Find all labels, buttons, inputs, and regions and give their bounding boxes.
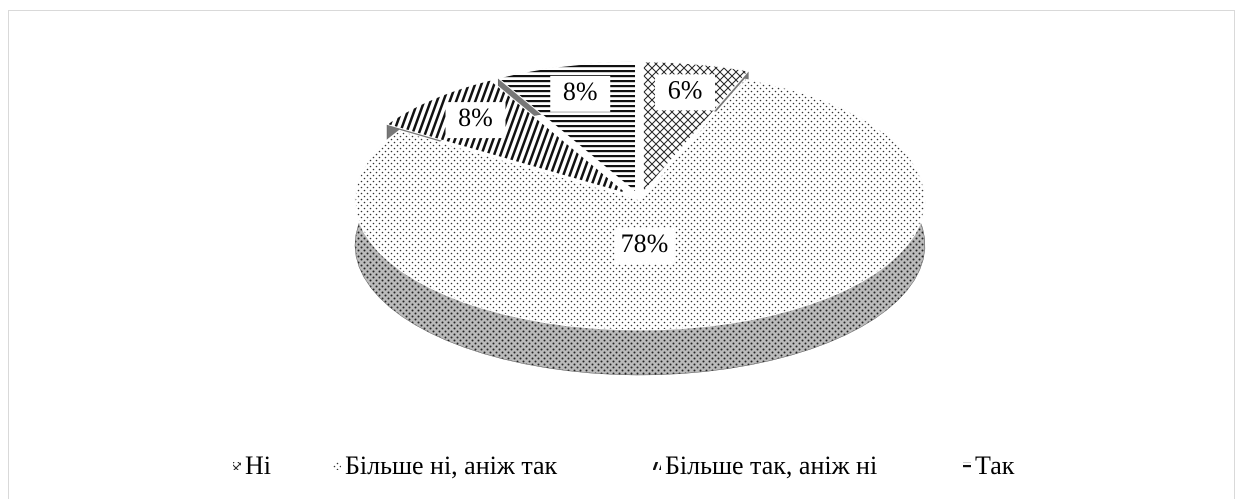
data-label: 6% — [668, 75, 703, 104]
data-label: 8% — [563, 77, 598, 106]
slice — [354, 78, 926, 331]
legend-label: Більше так, аніж ні — [665, 451, 877, 480]
legend-swatch — [653, 462, 661, 470]
legend-swatch — [963, 462, 971, 470]
chart-frame — [8, 10, 1235, 499]
data-label: 78% — [621, 229, 669, 258]
data-label-box — [614, 228, 675, 265]
data-label: 8% — [458, 103, 493, 132]
legend-swatch — [233, 462, 241, 470]
legend-swatch — [333, 462, 341, 470]
legend-label: Більше ні, аніж так — [345, 451, 558, 480]
data-label-box — [550, 75, 611, 112]
data-label-box — [445, 102, 506, 139]
data-label-box — [655, 74, 716, 111]
legend-label: Так — [975, 451, 1015, 480]
legend-label: Ні — [245, 451, 271, 480]
